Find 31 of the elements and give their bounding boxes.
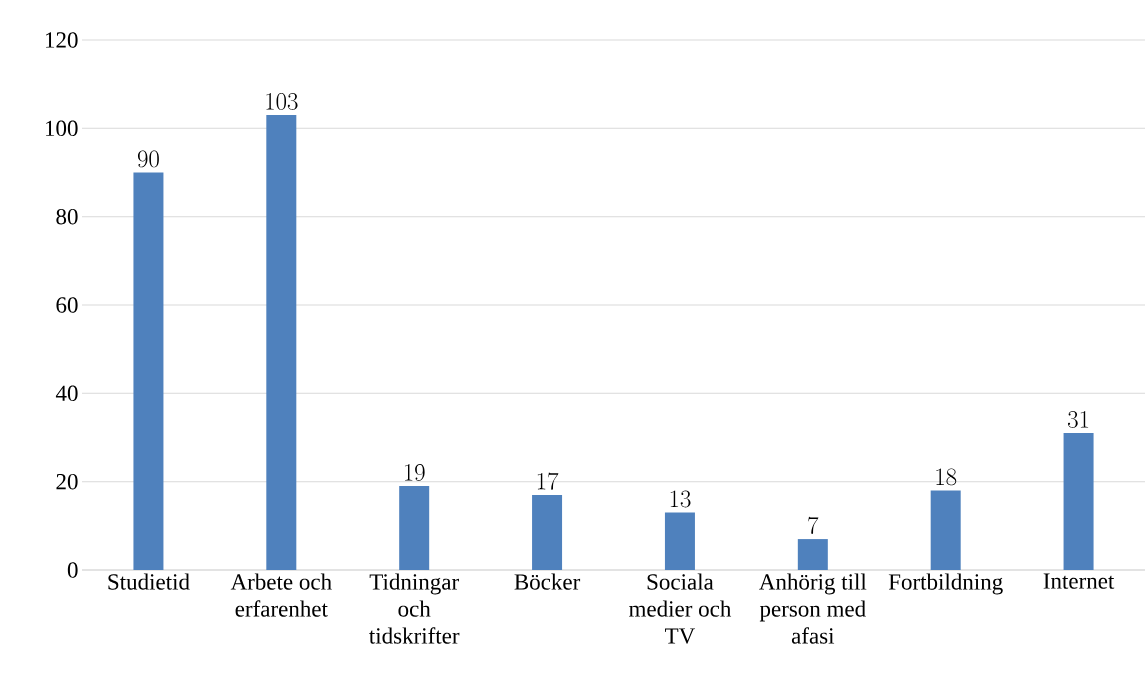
x-tick-label: Anhörig till person med afasi bbox=[759, 573, 867, 644]
bar bbox=[664, 512, 695, 570]
x-tick-label: Böcker bbox=[514, 573, 581, 590]
y-tick-label: 60 bbox=[56, 297, 78, 313]
x-tick-label: Internet bbox=[1043, 573, 1115, 589]
bar bbox=[797, 539, 828, 570]
x-tick-label: Arbete och erfarenhet bbox=[230, 573, 332, 617]
bar bbox=[532, 494, 563, 570]
data-label: 18 bbox=[936, 468, 957, 486]
data-label: 90 bbox=[137, 150, 159, 168]
data-label: 17 bbox=[537, 472, 559, 490]
y-tick-label: 80 bbox=[56, 208, 78, 225]
bar bbox=[399, 486, 430, 570]
y-tick-label: 0 bbox=[67, 562, 78, 578]
bar bbox=[266, 115, 297, 570]
x-tick-label: Tidningar och tidskrifter bbox=[369, 573, 460, 644]
data-label: 103 bbox=[266, 93, 298, 110]
y-tick-label: 20 bbox=[56, 473, 78, 490]
x-tick-label: Fortbildning bbox=[888, 573, 1003, 595]
x-tick-label: Studietid bbox=[108, 573, 190, 590]
x-tick-label: Sociala medier och TV bbox=[629, 573, 732, 644]
data-label: 19 bbox=[404, 464, 425, 481]
y-tick-label: 100 bbox=[45, 120, 78, 137]
data-label: 13 bbox=[670, 490, 691, 508]
y-tick-label: 120 bbox=[45, 32, 78, 48]
bar bbox=[1063, 433, 1094, 570]
bar bbox=[133, 172, 164, 570]
data-label: 31 bbox=[1067, 411, 1089, 428]
bar bbox=[930, 490, 961, 570]
y-tick-label: 40 bbox=[55, 385, 78, 402]
data-label: 7 bbox=[808, 516, 819, 534]
